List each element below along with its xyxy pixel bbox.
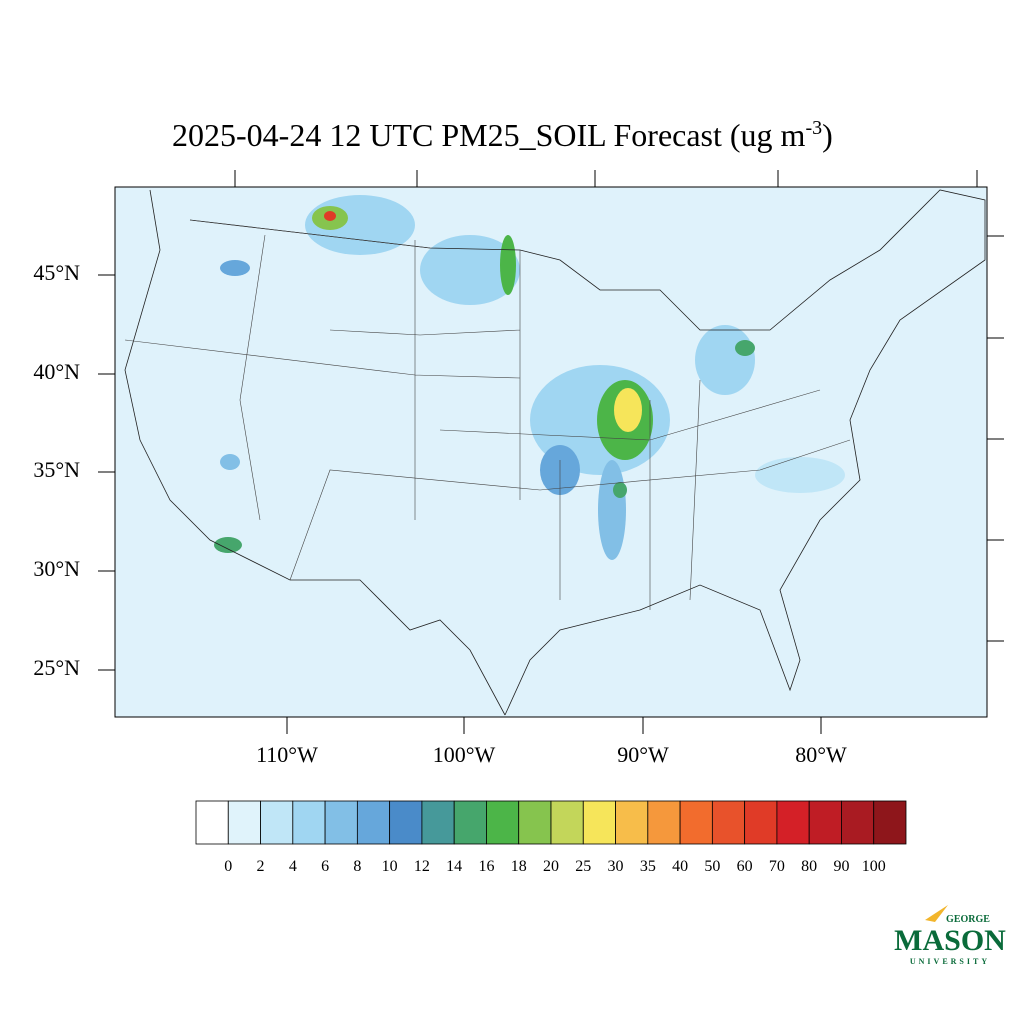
colorbar-swatch bbox=[292, 800, 326, 845]
lat-label: 25°N bbox=[33, 655, 80, 680]
colorbar-swatch bbox=[873, 800, 907, 845]
colorbar-swatch bbox=[841, 800, 875, 845]
lon-label: 80°W bbox=[795, 742, 847, 767]
colorbar-label: 14 bbox=[446, 858, 462, 875]
lon-label: 90°W bbox=[617, 742, 669, 767]
colorbar-swatch bbox=[582, 800, 616, 845]
colorbar-label: 2 bbox=[257, 858, 265, 875]
logo: GEORGE MASON UNIVERSITY bbox=[894, 905, 1006, 966]
colorbar-swatch bbox=[518, 800, 552, 845]
logo-main: MASON bbox=[894, 924, 1006, 957]
colorbar-label: 12 bbox=[414, 858, 430, 875]
lat-labels: 45°N 40°N 35°N 30°N 25°N bbox=[33, 260, 80, 680]
colorbar-swatch bbox=[550, 800, 584, 845]
colorbar-swatch bbox=[776, 800, 810, 845]
map: 45°N 40°N 35°N 30°N 25°N 110°W 100°W 90°… bbox=[33, 170, 1004, 767]
colorbar-label: 50 bbox=[704, 858, 720, 875]
colorbar-swatch bbox=[486, 800, 520, 845]
colorbar-label: 20 bbox=[543, 858, 559, 875]
lat-label: 35°N bbox=[33, 457, 80, 482]
title-superscript: -3 bbox=[805, 117, 822, 139]
colorbar-label: 8 bbox=[353, 858, 361, 875]
colorbar-swatch bbox=[808, 800, 842, 845]
title: 2025-04-24 12 UTC PM25_SOIL Forecast (ug… bbox=[172, 117, 833, 153]
logo-top: GEORGE bbox=[946, 914, 990, 925]
title-close: ) bbox=[822, 117, 833, 153]
colorbar-swatch bbox=[356, 800, 391, 845]
colorbar-swatch bbox=[744, 800, 778, 845]
state-borders bbox=[124, 219, 851, 610]
colorbar-swatch bbox=[711, 800, 746, 845]
colorbar-label: 18 bbox=[511, 858, 527, 875]
colorbar-swatch bbox=[195, 800, 229, 845]
colorbar-label: 90 bbox=[833, 858, 849, 875]
lat-label: 30°N bbox=[33, 556, 80, 581]
colorbar-label: 0 bbox=[224, 858, 232, 875]
pollution-patches bbox=[214, 195, 845, 560]
lat-label: 45°N bbox=[33, 260, 80, 285]
colorbar-swatch bbox=[453, 800, 487, 845]
lon-label: 100°W bbox=[433, 742, 496, 767]
colorbar-label: 4 bbox=[289, 858, 297, 875]
colorbar-label: 6 bbox=[321, 858, 329, 875]
colorbar-label: 10 bbox=[382, 858, 398, 875]
lon-labels: 110°W 100°W 90°W 80°W bbox=[256, 742, 847, 767]
colorbar: 0 2 4 6 8 10 12 14 16 18 20 25 30 35 40 50 60 70 80 90 100 bbox=[195, 800, 907, 875]
colorbar-swatch bbox=[421, 800, 455, 845]
lon-label: 110°W bbox=[256, 742, 318, 767]
title-main: 2025-04-24 12 UTC PM25_SOIL Forecast (ug… bbox=[172, 117, 806, 153]
lat-label: 40°N bbox=[33, 359, 80, 384]
colorbar-swatch bbox=[227, 800, 261, 845]
coastline bbox=[124, 189, 986, 716]
colorbar-label: 80 bbox=[801, 858, 817, 875]
colorbar-swatch bbox=[615, 800, 649, 845]
colorbar-label: 16 bbox=[478, 858, 494, 875]
colorbar-label: 70 bbox=[769, 858, 785, 875]
axis-ticks bbox=[98, 170, 1004, 734]
logo-bottom: UNIVERSITY bbox=[910, 957, 990, 966]
colorbar-label: 35 bbox=[640, 858, 656, 875]
colorbar-label: 30 bbox=[608, 858, 624, 875]
logo-swoosh bbox=[925, 905, 948, 922]
colorbar-label: 60 bbox=[737, 858, 753, 875]
colorbar-swatch bbox=[389, 800, 423, 845]
colorbar-swatch bbox=[260, 800, 294, 845]
colorbar-swatch bbox=[324, 800, 358, 845]
colorbar-swatch bbox=[647, 800, 681, 845]
colorbar-swatch bbox=[679, 800, 713, 845]
colorbar-label: 25 bbox=[575, 858, 591, 875]
colorbar-label: 100 bbox=[862, 858, 886, 875]
colorbar-label: 40 bbox=[672, 858, 688, 875]
